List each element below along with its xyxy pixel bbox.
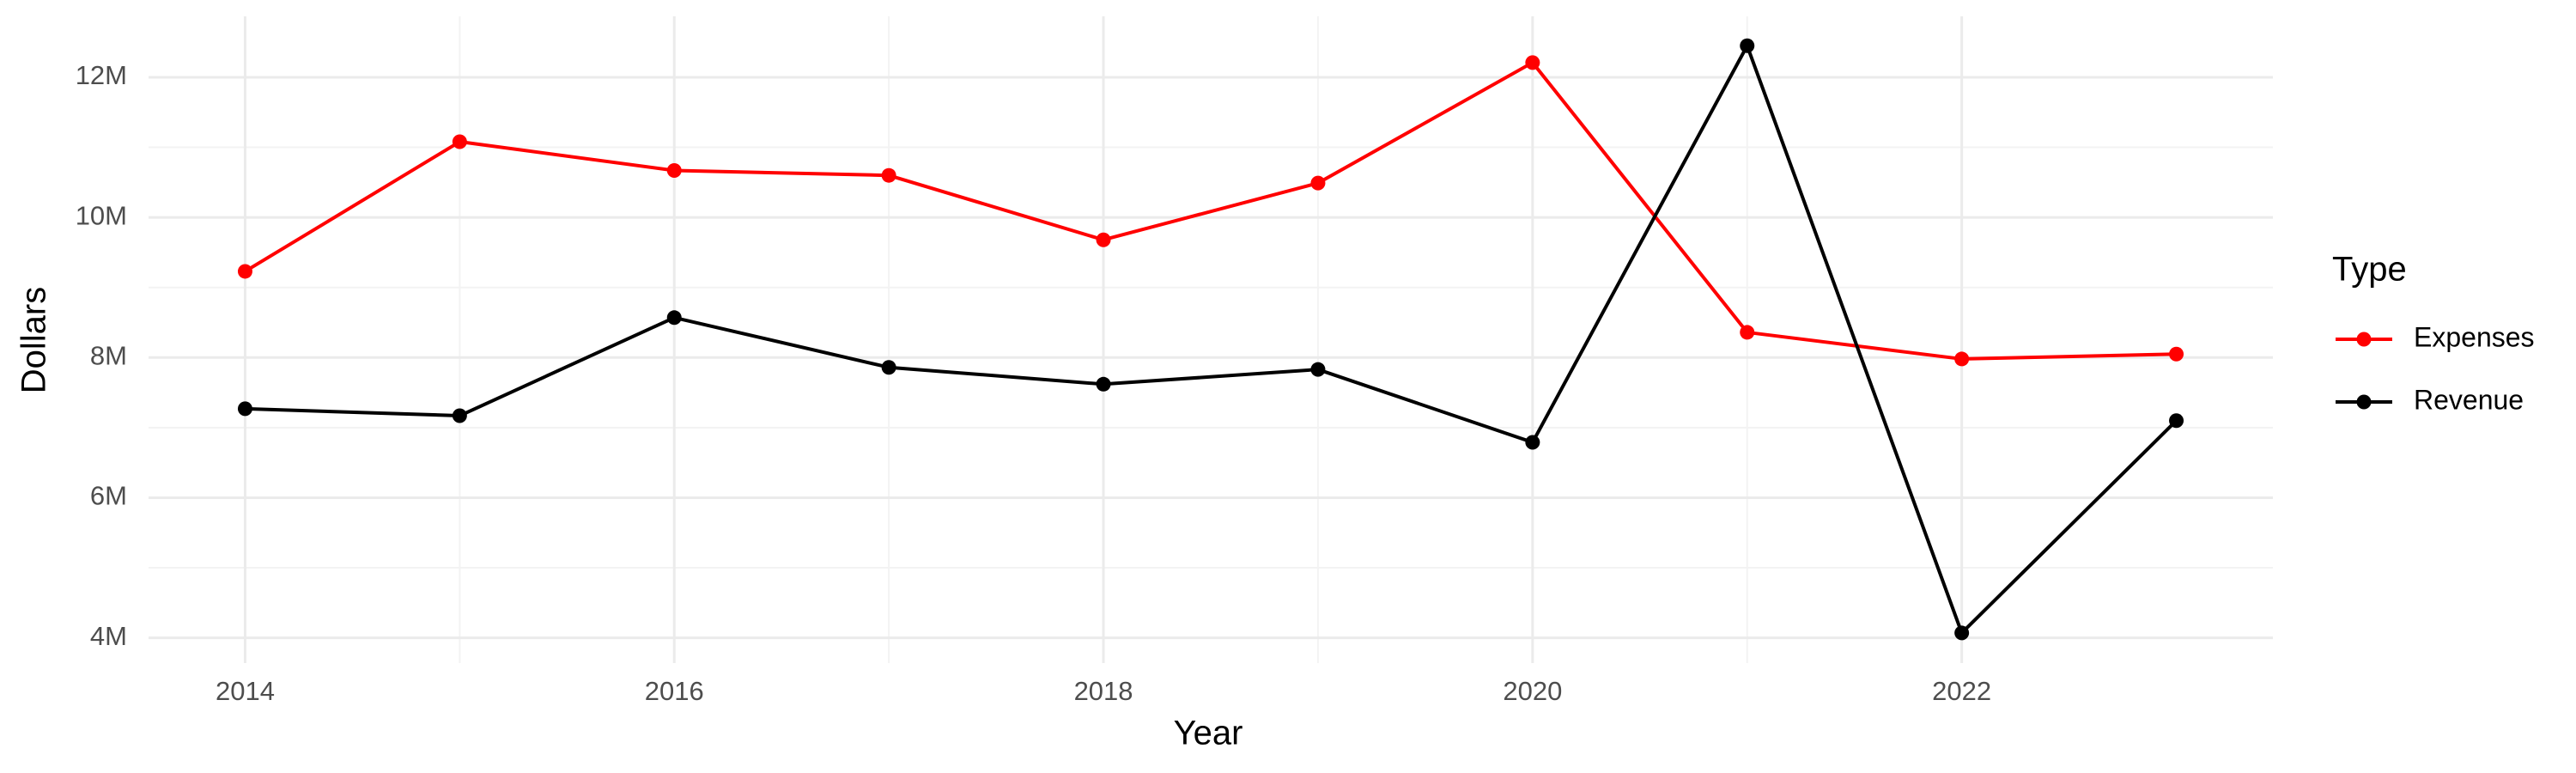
data-point <box>881 167 896 183</box>
data-point <box>666 310 682 326</box>
legend-item: Expenses <box>2336 321 2535 352</box>
data-point <box>237 264 252 279</box>
y-tick-label: 12M <box>76 60 127 90</box>
legend-key-point <box>2356 332 2372 347</box>
x-tick-label: 2018 <box>1074 676 1133 706</box>
data-point <box>1740 325 1755 340</box>
series-line <box>244 60 2177 361</box>
x-tick-label: 2020 <box>1503 676 1562 706</box>
x-tick-label: 2022 <box>1932 676 1991 706</box>
data-point <box>1310 362 1326 377</box>
data-point <box>1954 625 1970 641</box>
data-point <box>237 401 252 417</box>
y-tick-label: 4M <box>90 621 127 651</box>
data-point <box>1525 55 1540 70</box>
data-point <box>452 408 467 423</box>
y-axis-title: Dollars <box>15 287 53 393</box>
data-point <box>1954 351 1970 367</box>
x-tick-label: 2014 <box>216 676 275 706</box>
y-tick-label: 8M <box>90 340 127 370</box>
legend-item: Revenue <box>2336 384 2524 415</box>
grid <box>149 16 2273 663</box>
series-line <box>245 44 2178 635</box>
legend-label: Revenue <box>2414 384 2524 415</box>
x-axis-title: Year <box>1174 715 1243 752</box>
legend-key-point <box>2356 394 2372 410</box>
legend-label: Expenses <box>2414 321 2535 352</box>
data-point <box>666 162 682 178</box>
data-point <box>1310 175 1326 191</box>
y-tick-label: 6M <box>90 481 127 511</box>
data-point <box>1096 376 1111 392</box>
data-point <box>1740 38 1755 53</box>
legend-title: Type <box>2332 251 2407 289</box>
y-tick-label: 10M <box>76 200 127 230</box>
data-point <box>1525 435 1540 450</box>
data-point <box>2169 413 2184 429</box>
data-point <box>2169 346 2184 362</box>
x-tick-label: 2016 <box>645 676 704 706</box>
data-point <box>881 360 896 375</box>
data-point <box>452 134 467 149</box>
data-point <box>1096 232 1111 247</box>
